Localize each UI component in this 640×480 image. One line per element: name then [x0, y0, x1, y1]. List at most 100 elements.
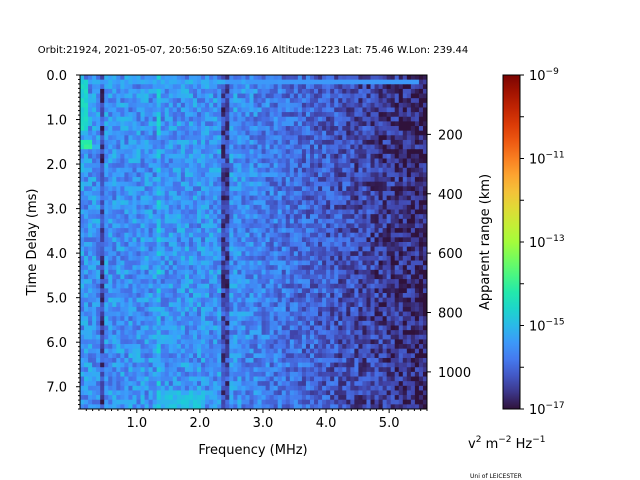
heatmap-cell: [184, 251, 190, 257]
heatmap-cell: [334, 339, 339, 345]
heatmap-cell: [237, 255, 242, 261]
heatmap-cell: [152, 274, 158, 280]
heatmap-cell: [398, 139, 404, 145]
heatmap-cell: [370, 84, 375, 90]
heatmap-cell: [108, 228, 113, 234]
heatmap-cell: [414, 158, 420, 164]
heatmap-cell: [386, 251, 392, 257]
heatmap-cell: [104, 139, 109, 145]
heatmap-cell: [156, 302, 162, 308]
heatmap-cell: [156, 204, 162, 210]
heatmap-cell: [92, 306, 97, 312]
heatmap-cell: [386, 339, 392, 345]
heatmap-cell: [217, 302, 222, 308]
heatmap-cell: [354, 130, 359, 136]
heatmap-cell: [394, 75, 400, 81]
heatmap-cell: [136, 242, 141, 248]
heatmap-cell: [116, 288, 121, 294]
heatmap-cell: [168, 283, 174, 289]
heatmap-cell: [172, 339, 178, 345]
heatmap-cell: [406, 246, 412, 252]
heatmap-cell: [418, 121, 424, 127]
heatmap-cell: [160, 75, 166, 81]
heatmap-cell: [301, 93, 307, 99]
heatmap-cell: [249, 316, 254, 322]
heatmap-cell: [410, 186, 416, 192]
heatmap-cell: [124, 274, 129, 280]
heatmap-cell: [245, 135, 250, 141]
heatmap-cell: [144, 279, 149, 285]
heatmap-cell: [318, 79, 323, 85]
heatmap-cell: [386, 283, 392, 289]
heatmap-cell: [273, 293, 279, 299]
heatmap-cell: [96, 190, 101, 197]
heatmap-cell: [80, 121, 85, 127]
heatmap-cell: [116, 339, 121, 345]
heatmap-cell: [112, 218, 117, 224]
heatmap-cell: [225, 214, 230, 220]
heatmap-cell: [366, 209, 371, 215]
heatmap-cell: [293, 274, 299, 280]
heatmap-cell: [253, 246, 258, 252]
heatmap-cell: [197, 130, 202, 136]
heatmap-cell: [172, 214, 178, 220]
heatmap-cell: [188, 107, 194, 113]
heatmap-cell: [410, 204, 416, 210]
heatmap-cell: [386, 288, 392, 294]
heatmap-cell: [314, 260, 319, 266]
heatmap-cell: [318, 311, 323, 317]
heatmap-cell: [233, 223, 238, 229]
heatmap-cell: [322, 214, 327, 220]
heatmap-cell: [390, 288, 396, 294]
heatmap-cell: [116, 167, 121, 173]
heatmap-cell: [318, 339, 323, 345]
heatmap-cell: [221, 214, 226, 220]
heatmap-cell: [180, 135, 186, 141]
heatmap-cell: [422, 177, 427, 183]
heatmap-cell: [209, 130, 214, 136]
heatmap-cell: [152, 237, 158, 243]
heatmap-cell: [265, 84, 271, 90]
heatmap-cell: [84, 283, 89, 289]
heatmap-cell: [245, 288, 250, 294]
heatmap-cell: [386, 121, 392, 127]
heatmap-cell: [257, 88, 262, 94]
heatmap-cell: [128, 186, 133, 192]
heatmap-cell: [301, 112, 307, 118]
heatmap-cell: [346, 190, 351, 197]
heatmap-cell: [128, 251, 133, 257]
heatmap-cell: [253, 283, 258, 289]
heatmap-cell: [188, 149, 194, 155]
heatmap-cell: [410, 126, 416, 132]
heatmap-cell: [140, 325, 145, 331]
heatmap-cell: [180, 265, 186, 271]
heatmap-cell: [144, 153, 149, 159]
heatmap-cell: [422, 293, 427, 299]
heatmap-cell: [172, 232, 178, 238]
heatmap-cell: [209, 265, 214, 271]
heatmap-cell: [221, 209, 226, 215]
heatmap-cell: [245, 204, 250, 210]
heatmap-cell: [350, 246, 355, 252]
heatmap-cell: [96, 181, 101, 187]
heatmap-cell: [164, 232, 170, 238]
heatmap-cell: [84, 297, 89, 303]
heatmap-cell: [257, 84, 262, 90]
heatmap-cell: [301, 209, 307, 215]
heatmap-cell: [305, 223, 311, 229]
heatmap-cell: [309, 320, 315, 326]
heatmap-cell: [277, 316, 283, 322]
heatmap-cell: [382, 274, 388, 280]
heatmap-cell: [205, 93, 210, 99]
heatmap-cell: [205, 190, 210, 197]
heatmap-cell: [374, 339, 379, 345]
heatmap-cell: [281, 274, 287, 280]
heatmap-cell: [386, 223, 392, 229]
heatmap-cell: [314, 190, 319, 197]
heatmap-cell: [96, 195, 101, 201]
heatmap-cell: [152, 297, 158, 303]
heatmap-cell: [318, 218, 323, 224]
heatmap-cell: [192, 88, 198, 94]
heatmap-cell: [334, 172, 339, 178]
heatmap-cell: [301, 79, 307, 85]
